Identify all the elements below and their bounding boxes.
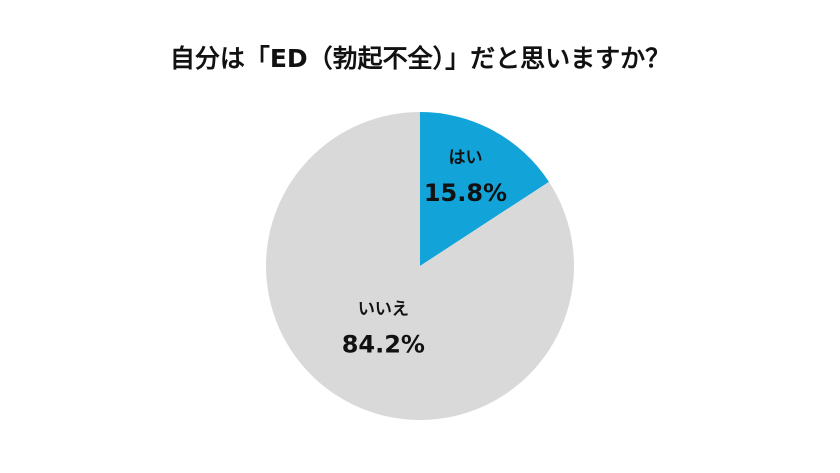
value-label: 84.2% bbox=[342, 331, 425, 359]
pie-slice bbox=[265, 112, 574, 420]
slice-label: はい bbox=[448, 148, 482, 168]
slice-label: いいえ bbox=[358, 300, 409, 320]
chart-title: 自分は「ED（勃起不全）」だと思いますか？ bbox=[170, 44, 670, 73]
pie-slice bbox=[420, 112, 549, 266]
value-label: 15.8% bbox=[424, 179, 507, 207]
